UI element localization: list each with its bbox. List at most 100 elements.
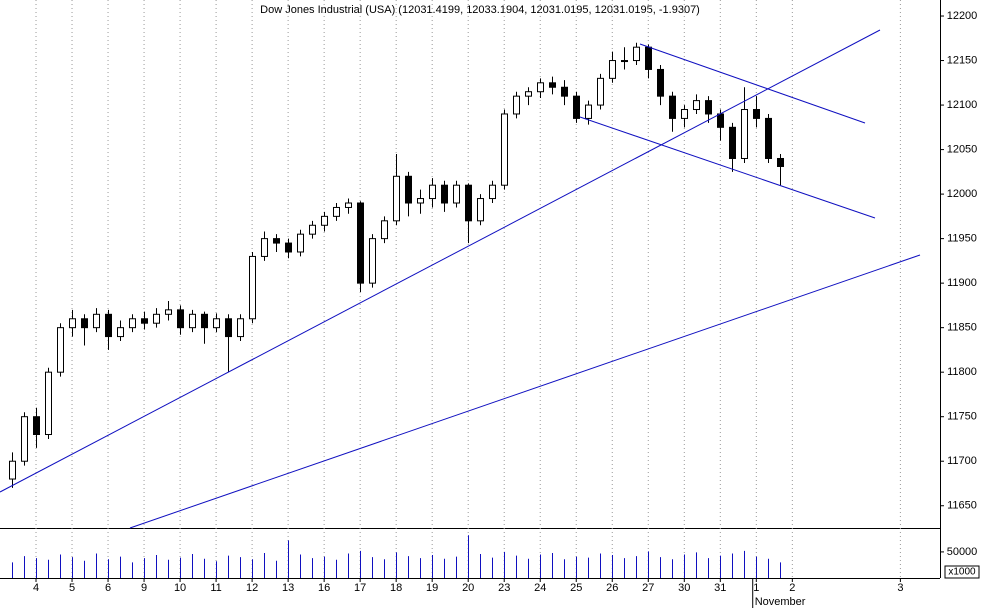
candle-body [705, 100, 712, 115]
candle-body [669, 95, 676, 119]
plot-area [9, 0, 901, 578]
candle-body [573, 95, 580, 119]
trend-line [0, 29, 881, 493]
x-tick-label: 20 [462, 582, 474, 594]
candle-body [729, 126, 736, 159]
candle-body [201, 313, 208, 329]
candle-body [645, 46, 652, 70]
candle-body [45, 371, 52, 436]
candle-body [261, 238, 268, 257]
x-tick-label: 4 [33, 582, 39, 594]
candle-body [393, 175, 400, 222]
y-tick-label: 11750 [947, 411, 977, 423]
y-tick-label: 12200 [947, 10, 978, 22]
y-tick-label: 11850 [947, 322, 977, 334]
candle-body [321, 215, 328, 226]
x-tick-label: 25 [570, 582, 582, 594]
x-tick-label: 31 [714, 582, 726, 594]
y-tick-label: 12100 [947, 99, 978, 111]
x-tick-label: 10 [174, 582, 186, 594]
channel-line [579, 116, 876, 219]
candle-body [225, 318, 232, 338]
y-tick-label: 12000 [947, 188, 978, 200]
x-tick-label: 19 [426, 582, 438, 594]
candle-body [153, 313, 160, 324]
candle-body [93, 313, 100, 329]
candle-body [585, 104, 592, 119]
candle-body [237, 318, 244, 338]
candle-body [117, 327, 124, 338]
candle-body [633, 46, 640, 62]
candle-body [657, 68, 664, 97]
candle-body [453, 184, 460, 204]
candle-body [369, 238, 376, 284]
candle-body [501, 113, 508, 186]
candle-body [213, 318, 220, 329]
channel-line [639, 43, 866, 124]
x-tick-label: 12 [246, 582, 258, 594]
candle-body [81, 318, 88, 329]
x-tick-label: 23 [498, 582, 510, 594]
x-tick-label: 17 [354, 582, 366, 594]
y-tick-label: 11700 [947, 455, 977, 467]
candle-body [297, 233, 304, 253]
candle-body [357, 202, 364, 284]
candle-body [69, 318, 76, 329]
y-tick-label: 11900 [947, 277, 977, 289]
y-tick-label: 12050 [947, 143, 978, 155]
candle-body [9, 460, 16, 480]
candle-body [681, 109, 688, 119]
x-tick-label: 1 [753, 582, 759, 594]
candle-body [477, 198, 484, 222]
x-tick-label: 18 [390, 582, 402, 594]
candle-body [777, 157, 784, 167]
candle-body [441, 184, 448, 204]
candle-body [561, 86, 568, 97]
chart-title: Dow Jones Industrial (USA) (12031.4199, … [260, 4, 700, 16]
candle-body [765, 117, 772, 159]
trend-line [129, 254, 921, 529]
candle-body [405, 175, 412, 204]
candle-body [273, 238, 280, 244]
x-tick-label: 30 [678, 582, 690, 594]
month-label: November [755, 596, 806, 608]
candle-body [549, 82, 556, 88]
candle-body [525, 91, 532, 97]
candle-body [57, 327, 64, 373]
y-tick-label: 11650 [947, 500, 977, 512]
candle-body [333, 206, 340, 217]
candle-body [465, 184, 472, 222]
candle-body [285, 242, 292, 253]
volume-unit: x1000 [948, 567, 976, 578]
candle-body [741, 109, 748, 159]
candle-body [129, 318, 136, 329]
x-tick-label: 5 [69, 582, 75, 594]
y-tick-label: 11800 [947, 366, 977, 378]
x-tick-label: 13 [282, 582, 294, 594]
y-tick-label: 11950 [947, 233, 977, 245]
candle-body [177, 309, 184, 329]
x-tick-label: 11 [210, 582, 221, 594]
candle-body [489, 184, 496, 200]
candle-body [249, 255, 256, 320]
candle-body [417, 198, 424, 204]
unit-box [944, 565, 980, 579]
x-tick-label: 24 [534, 582, 546, 594]
y-tick-label: 50000 [947, 546, 978, 558]
candle-body [309, 224, 316, 235]
candle-body [189, 313, 196, 329]
x-tick-label: 3 [897, 582, 903, 594]
candle-body [621, 60, 628, 63]
candle-body [753, 109, 760, 119]
candle-body [141, 318, 148, 324]
x-tick-label: 27 [642, 582, 654, 594]
candle-body [429, 184, 436, 200]
candle-body [513, 95, 520, 115]
x-tick-label: 16 [318, 582, 330, 594]
candle-body [165, 309, 172, 315]
x-tick-label: 9 [141, 582, 147, 594]
candle-body [597, 77, 604, 106]
candle-body [105, 313, 112, 338]
candle-body [381, 220, 388, 240]
